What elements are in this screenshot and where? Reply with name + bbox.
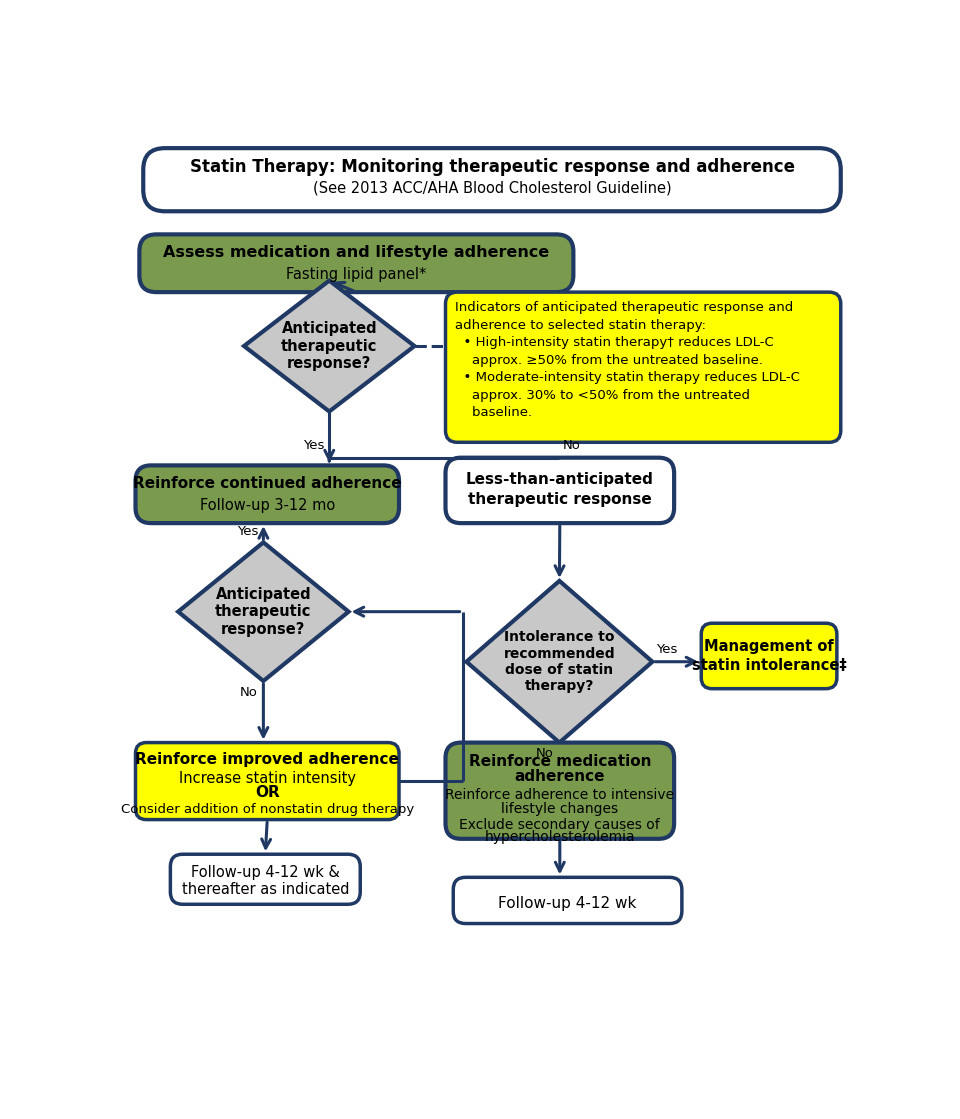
FancyBboxPatch shape [701, 623, 837, 688]
Text: No: No [536, 747, 553, 760]
FancyBboxPatch shape [445, 458, 674, 523]
FancyBboxPatch shape [135, 466, 399, 523]
Text: Indicators of anticipated therapeutic response and
adherence to selected statin : Indicators of anticipated therapeutic re… [455, 301, 800, 420]
Text: Assess medication and lifestyle adherence: Assess medication and lifestyle adherenc… [163, 245, 549, 261]
Text: statin intolerance‡: statin intolerance‡ [692, 658, 847, 674]
Text: lifestyle changes: lifestyle changes [501, 802, 618, 816]
Text: (See 2013 ACC/AHA Blood Cholesterol Guideline): (See 2013 ACC/AHA Blood Cholesterol Guid… [313, 180, 671, 196]
Polygon shape [179, 543, 348, 681]
Text: Less-than-anticipated: Less-than-anticipated [466, 472, 654, 487]
Text: Management of: Management of [705, 639, 834, 653]
Text: Yes: Yes [237, 525, 259, 538]
Text: thereafter as indicated: thereafter as indicated [181, 882, 349, 897]
FancyBboxPatch shape [143, 148, 841, 211]
Text: Reinforce continued adherence: Reinforce continued adherence [132, 477, 401, 491]
Text: therapeutic response: therapeutic response [468, 491, 652, 507]
FancyBboxPatch shape [170, 854, 360, 904]
FancyBboxPatch shape [445, 292, 841, 442]
Text: Yes: Yes [657, 642, 678, 656]
Text: Reinforce adherence to intensive: Reinforce adherence to intensive [445, 788, 674, 802]
Text: Follow-up 4-12 wk &: Follow-up 4-12 wk & [191, 865, 340, 881]
Text: Reinforce medication: Reinforce medication [468, 753, 651, 769]
FancyBboxPatch shape [445, 743, 674, 839]
Text: Consider addition of nonstatin drug therapy: Consider addition of nonstatin drug ther… [121, 803, 414, 816]
Text: adherence: adherence [515, 769, 605, 784]
FancyBboxPatch shape [453, 877, 682, 923]
Text: Fasting lipid panel*: Fasting lipid panel* [286, 267, 426, 282]
Text: No: No [563, 439, 581, 452]
Text: Intolerance to
recommended
dose of statin
therapy?: Intolerance to recommended dose of stati… [504, 630, 615, 693]
Text: hypercholesterolemia: hypercholesterolemia [485, 830, 636, 845]
Text: No: No [239, 686, 257, 698]
Polygon shape [467, 581, 653, 743]
Text: Yes: Yes [303, 439, 324, 452]
Text: Exclude secondary causes of: Exclude secondary causes of [460, 818, 660, 831]
Text: Follow-up 3-12 mo: Follow-up 3-12 mo [200, 498, 335, 513]
Text: Anticipated
therapeutic
response?: Anticipated therapeutic response? [281, 321, 377, 370]
Text: Follow-up 4-12 wk: Follow-up 4-12 wk [498, 896, 636, 911]
FancyBboxPatch shape [139, 234, 573, 292]
FancyBboxPatch shape [135, 743, 399, 819]
Polygon shape [244, 281, 415, 412]
Text: OR: OR [254, 786, 279, 800]
Text: Statin Therapy: Monitoring therapeutic response and adherence: Statin Therapy: Monitoring therapeutic r… [189, 158, 795, 176]
Text: Anticipated
therapeutic
response?: Anticipated therapeutic response? [215, 586, 312, 637]
Text: Increase statin intensity: Increase statin intensity [179, 771, 356, 786]
Text: Reinforce improved adherence: Reinforce improved adherence [135, 752, 399, 767]
